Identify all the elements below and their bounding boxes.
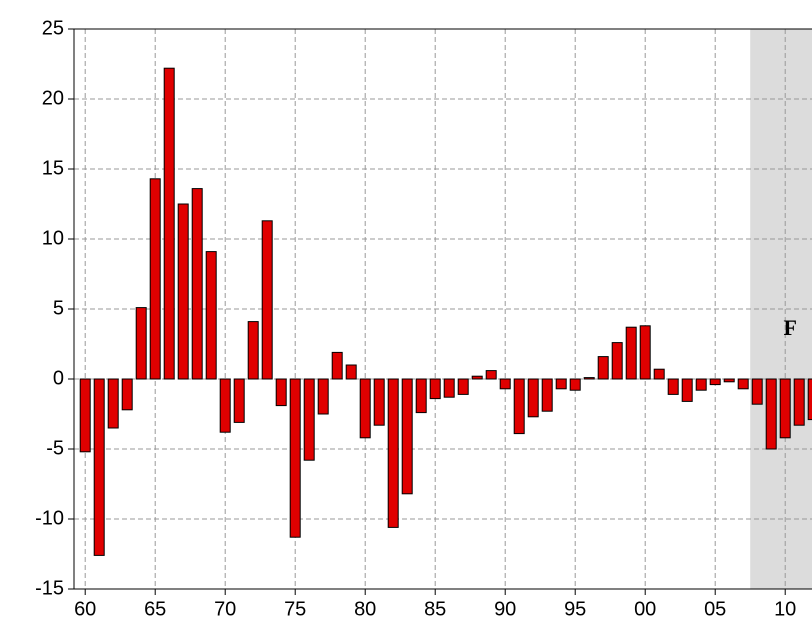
bar xyxy=(121,378,133,411)
x-tick-label: 90 xyxy=(494,598,516,620)
y-tick-label: 0 xyxy=(53,367,64,389)
bar xyxy=(597,356,609,380)
bar xyxy=(233,378,245,423)
bar xyxy=(737,378,749,390)
bar xyxy=(219,378,231,433)
bar xyxy=(527,378,539,418)
bar xyxy=(569,378,581,391)
bar xyxy=(625,326,637,380)
bar xyxy=(149,178,161,380)
bar xyxy=(177,203,189,380)
bar xyxy=(443,378,455,398)
bar xyxy=(247,321,259,380)
bar xyxy=(513,378,525,435)
bar xyxy=(653,368,665,380)
x-tick-label: 75 xyxy=(284,598,306,620)
bar xyxy=(583,377,595,380)
bar xyxy=(681,378,693,402)
annotation: F xyxy=(783,315,796,340)
y-tick-label: 10 xyxy=(42,227,64,249)
bar xyxy=(191,188,203,380)
x-tick-label: 60 xyxy=(74,598,96,620)
bar xyxy=(275,378,287,407)
x-tick-label: 80 xyxy=(354,598,376,620)
bar xyxy=(751,378,763,405)
bar xyxy=(289,378,301,538)
bar xyxy=(709,378,721,386)
y-tick-label: -5 xyxy=(46,437,64,459)
bar xyxy=(163,67,175,380)
bar xyxy=(261,220,273,380)
bar xyxy=(639,325,651,380)
bar xyxy=(387,378,399,528)
bar xyxy=(93,378,105,556)
bar xyxy=(779,378,791,439)
bar xyxy=(667,378,679,395)
bar xyxy=(471,375,483,380)
bar xyxy=(205,251,217,380)
bar xyxy=(485,370,497,380)
bar xyxy=(723,378,735,383)
x-tick-label: 05 xyxy=(704,598,726,620)
bar xyxy=(135,307,147,380)
bar xyxy=(429,378,441,400)
bar xyxy=(555,378,567,390)
x-tick-label: 10 xyxy=(774,598,796,620)
bar xyxy=(457,378,469,395)
y-tick-label: 5 xyxy=(53,297,64,319)
y-tick-label: -15 xyxy=(35,577,64,599)
bar xyxy=(331,351,343,380)
bar xyxy=(373,378,385,426)
bar xyxy=(345,364,357,380)
bar xyxy=(317,378,329,415)
bar xyxy=(303,378,315,461)
bar xyxy=(541,378,553,412)
y-tick-label: 25 xyxy=(42,17,64,39)
bar xyxy=(611,342,623,380)
bar xyxy=(415,378,427,414)
bar xyxy=(807,378,812,421)
bar xyxy=(107,378,119,429)
x-tick-label: 85 xyxy=(424,598,446,620)
bar xyxy=(793,378,805,426)
bar xyxy=(359,378,371,439)
x-tick-label: 70 xyxy=(214,598,236,620)
x-tick-label: 00 xyxy=(634,598,656,620)
bar xyxy=(499,378,511,390)
x-tick-label: 95 xyxy=(564,598,586,620)
y-tick-label: -10 xyxy=(35,507,64,529)
bar xyxy=(765,378,777,450)
y-tick-label: 15 xyxy=(42,157,64,179)
y-tick-label: 20 xyxy=(42,87,64,109)
bar xyxy=(695,378,707,391)
x-tick-label: 65 xyxy=(144,598,166,620)
bar xyxy=(79,378,91,453)
bar xyxy=(401,378,413,495)
